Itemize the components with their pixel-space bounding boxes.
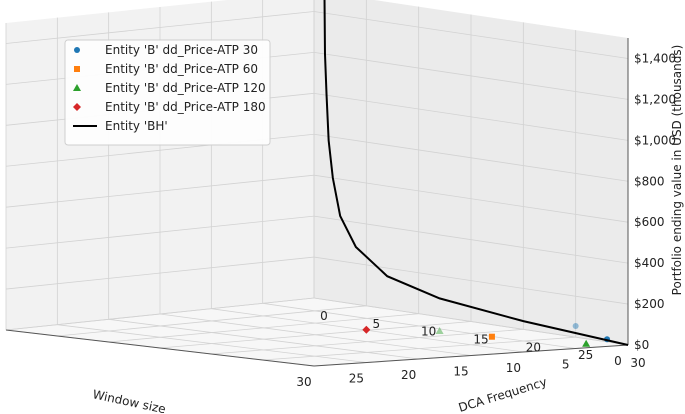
y-axis-label: DCA Frequency xyxy=(457,375,549,414)
grid-line xyxy=(57,305,367,337)
x-tick-label: 15 xyxy=(453,365,468,379)
y-tick-label: 25 xyxy=(578,348,593,362)
data-point xyxy=(362,325,371,334)
legend-label: Entity 'BH' xyxy=(105,119,168,133)
legend-label: Entity 'B' dd_Price-ATP 180 xyxy=(105,100,266,114)
grid-line xyxy=(211,328,524,355)
y-tick-label: 0 xyxy=(320,309,328,323)
x-tick-label: 30 xyxy=(296,375,311,389)
z-tick-label: $1,400 xyxy=(634,51,676,65)
series-line-bh xyxy=(323,0,629,346)
data-point xyxy=(435,326,444,334)
grid-line xyxy=(313,297,629,346)
x-tick-label: 5 xyxy=(562,358,570,372)
grid-line xyxy=(313,11,629,59)
z-tick-label: $1,200 xyxy=(634,92,676,106)
grid-line xyxy=(313,215,629,264)
legend-swatch xyxy=(73,103,81,111)
y-tick-label: 30 xyxy=(630,356,645,370)
legend-box xyxy=(64,39,271,146)
z-tick-label: $600 xyxy=(634,215,665,229)
data-point xyxy=(572,322,579,329)
y-tick-label: 20 xyxy=(526,340,541,354)
x-tick-label: 25 xyxy=(349,372,364,386)
grid-line xyxy=(313,52,629,100)
grid-line xyxy=(159,321,472,349)
z-tick-label: $0 xyxy=(634,338,649,352)
grid-line xyxy=(5,215,315,249)
legend-swatch xyxy=(74,47,80,53)
grid-lines xyxy=(5,0,629,367)
grid-line xyxy=(313,174,629,223)
data-point xyxy=(488,333,495,340)
z-tick-label: $800 xyxy=(634,174,665,188)
y-axis-line xyxy=(5,329,315,367)
legend-label: Entity 'B' dd_Price-ATP 30 xyxy=(105,43,258,57)
x-tick-label: 20 xyxy=(401,368,416,382)
grid-line xyxy=(313,133,629,182)
x-tick-label: 0 xyxy=(614,354,622,368)
grid-line xyxy=(313,256,629,305)
x-tick-label: 10 xyxy=(506,361,521,375)
floor-pane xyxy=(6,298,628,366)
data-point xyxy=(582,339,591,347)
axis-lines xyxy=(5,38,629,367)
y-tick-label: 5 xyxy=(373,317,381,331)
legend-label: Entity 'B' dd_Price-ATP 120 xyxy=(105,81,266,95)
z-axis-label: Portfolio ending value in USD (thousands… xyxy=(670,45,684,296)
grid-line xyxy=(313,92,629,141)
grid-line xyxy=(262,336,576,361)
y-tick-label: 10 xyxy=(421,325,436,339)
legend: Entity 'B' dd_Price-ATP 30 Entity 'B' dd_… xyxy=(64,39,271,146)
grid-line xyxy=(5,174,315,208)
x-axis-line xyxy=(313,344,629,367)
z-tick-label: $400 xyxy=(634,256,665,270)
data-marks xyxy=(323,0,629,347)
tick-labels: 30 25 20 15 10 5 0 30 25 20 15 10 5 0 $0 $200 $400 $600 $8… xyxy=(296,51,676,389)
grid-line xyxy=(5,11,315,44)
grid-line xyxy=(5,297,315,331)
grid-line xyxy=(108,313,419,343)
grid-line xyxy=(5,256,315,290)
legend-label: Entity 'B' dd_Price-ATP 60 xyxy=(105,62,258,76)
legend-swatch xyxy=(73,84,81,91)
z-tick-label: $1,000 xyxy=(634,133,676,147)
legend-swatch xyxy=(74,66,80,72)
x-axis-label: Window size xyxy=(91,387,167,414)
y-tick-label: 15 xyxy=(473,333,488,347)
z-tick-label: $200 xyxy=(634,297,665,311)
